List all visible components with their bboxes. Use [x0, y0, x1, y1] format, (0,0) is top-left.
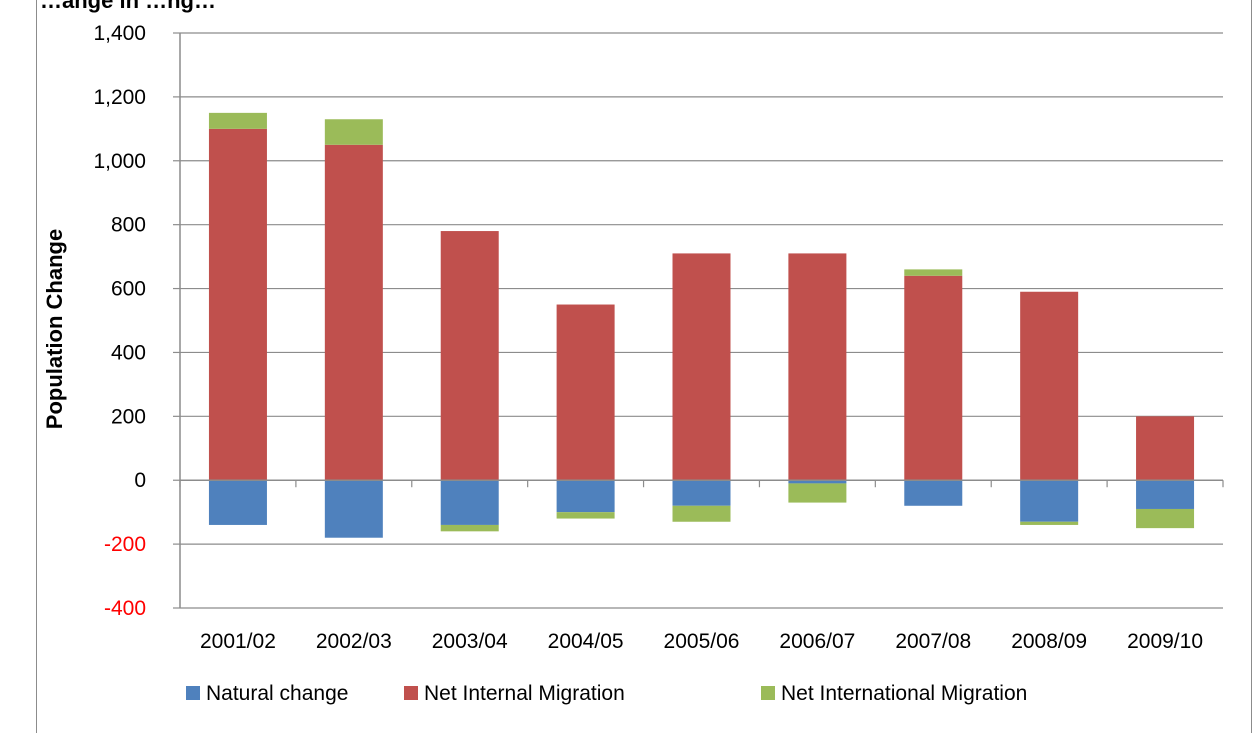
bar-net-internal-migration: [904, 275, 963, 481]
bar-net-international-migration: [208, 112, 267, 129]
bar-net-internal-migration: [672, 253, 731, 481]
bar-net-internal-migration: [1020, 291, 1079, 481]
bars: [208, 112, 1195, 538]
bar-net-international-migration: [1020, 521, 1079, 525]
x-tick-label: 2005/06: [664, 630, 740, 653]
bar-natural-change: [788, 480, 847, 484]
x-tick-label: 2006/07: [779, 630, 855, 653]
bar-net-international-migration: [904, 269, 963, 276]
legend-swatch: [761, 686, 775, 700]
chart-title: …ange in …ng…: [40, 0, 216, 13]
y-tick-label: 1,400: [93, 22, 146, 45]
bar-net-international-migration: [788, 483, 847, 503]
y-tick-label: 1,000: [93, 150, 146, 173]
legend-swatch: [404, 686, 418, 700]
y-axis-title: Population Change: [42, 229, 67, 429]
bar-net-internal-migration: [788, 253, 847, 481]
bar-natural-change: [1136, 480, 1195, 509]
x-tick-label: 2007/08: [895, 630, 971, 653]
chart-frame: [36, 0, 1252, 733]
legend-swatch: [186, 686, 200, 700]
legend-label: Net International Migration: [781, 682, 1027, 705]
y-tick-label: 0: [134, 469, 146, 492]
bar-natural-change: [672, 480, 731, 506]
y-tick-label: 800: [111, 214, 146, 237]
x-tick-label: 2004/05: [548, 630, 624, 653]
axes: [173, 32, 1224, 609]
bar-natural-change: [904, 480, 963, 506]
bar-net-internal-migration: [324, 144, 383, 481]
y-tick-label: 200: [111, 405, 146, 428]
y-tick-label: 1,200: [93, 86, 146, 109]
bar-natural-change: [324, 480, 383, 538]
bar-net-internal-migration: [440, 231, 499, 481]
bar-net-internal-migration: [1136, 416, 1195, 481]
bar-net-international-migration: [1136, 508, 1195, 529]
bar-net-internal-migration: [208, 128, 267, 481]
legend-label: Net Internal Migration: [424, 682, 625, 705]
bar-net-international-migration: [440, 524, 499, 532]
bar-net-international-migration: [556, 512, 615, 519]
bar-natural-change: [556, 480, 615, 513]
bar-natural-change: [208, 480, 267, 525]
bar-net-international-migration: [672, 505, 731, 522]
y-tick-label: 400: [111, 341, 146, 364]
x-tick-label: 2002/03: [316, 630, 392, 653]
x-tick-labels: 2001/02 2002/03 2003/04 2004/05 2005/06 2006/…: [200, 630, 1203, 653]
y-tick-label: -200: [104, 533, 146, 556]
y-tick-label: 600: [111, 278, 146, 301]
x-tick-label: 2008/09: [1011, 630, 1087, 653]
x-tick-label: 2003/04: [432, 630, 508, 653]
bar-net-international-migration: [324, 119, 383, 145]
y-tick-label: -400: [104, 597, 146, 620]
legend: Natural change Net Internal Migration Net …: [186, 682, 1027, 705]
x-tick-label: 2001/02: [200, 630, 276, 653]
legend-label: Natural change: [206, 682, 348, 705]
y-tick-labels: -400 -200 0 200 400 600 800 1,000 1,200 1,400: [93, 22, 146, 620]
x-tick-label: 2009/10: [1127, 630, 1203, 653]
bar-natural-change: [440, 480, 499, 525]
bar-natural-change: [1020, 480, 1079, 522]
bar-net-internal-migration: [556, 304, 615, 481]
